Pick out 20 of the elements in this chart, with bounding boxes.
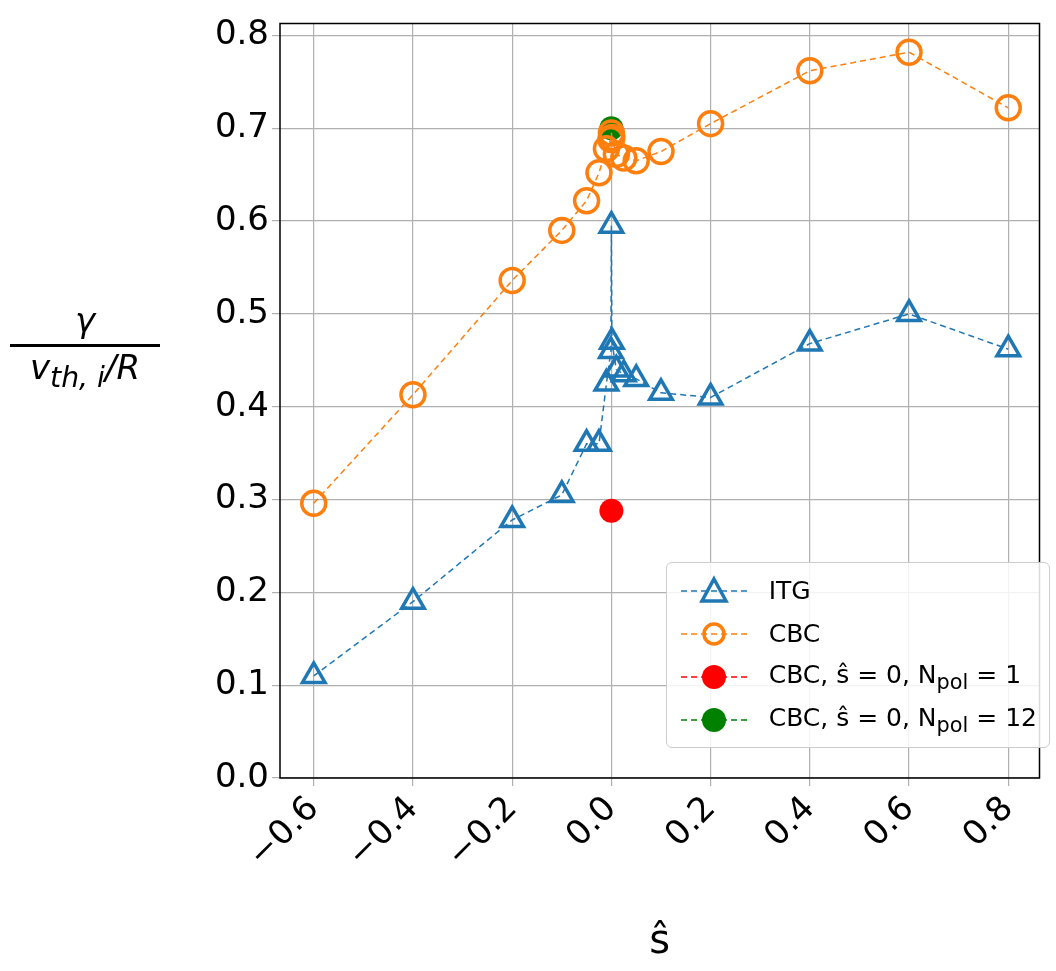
legend-label: CBC, ŝ = 0, N$_{pol}$ = 12: [768, 702, 1037, 737]
y-tick-label: 0.8: [214, 12, 269, 53]
x-tick-label: 0.0: [556, 787, 624, 854]
y-tick-label: 0.7: [214, 105, 269, 146]
y-tick-label: 0.5: [214, 290, 269, 331]
y-tick-label: 0.3: [214, 476, 269, 517]
y-tick-label: 0.4: [214, 383, 269, 424]
legend-label: ITG: [768, 576, 811, 605]
legend-label: CBC, ŝ = 0, N$_{pol}$ = 1: [768, 659, 1022, 694]
y-tick-label: 0.1: [214, 662, 269, 703]
y-axis-title: γ v$_{th, i}$/R: [28, 300, 142, 394]
y-tick-label: 0.6: [214, 197, 269, 238]
x-tick-label: 0.6: [854, 787, 921, 854]
x-tick-label: 0.8: [953, 787, 1021, 854]
legend-label: CBC: [768, 619, 821, 648]
y-tick-label: 0.0: [214, 754, 269, 795]
x-tick-label: 0.2: [655, 787, 723, 854]
x-tick-label: 0.4: [755, 787, 822, 854]
x-axis-title: ŝ: [649, 916, 671, 963]
y-tick-label: 0.2: [214, 569, 269, 610]
